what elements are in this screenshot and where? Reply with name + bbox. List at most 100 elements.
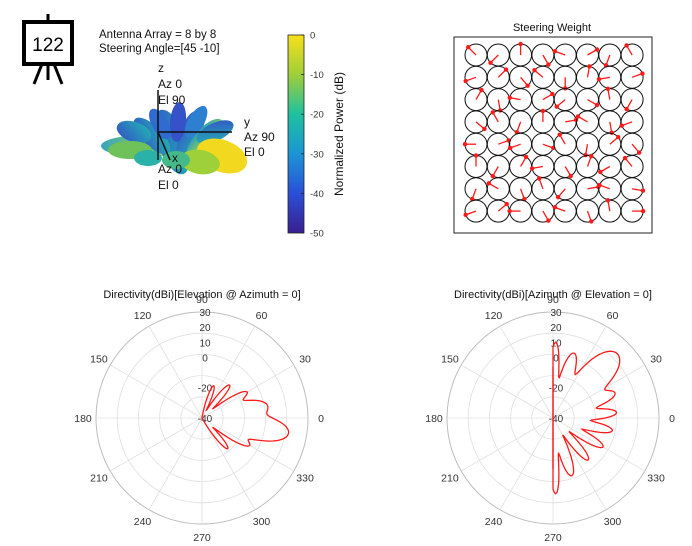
weight-phasor-tip <box>557 132 562 137</box>
polar-angle-label: 180 <box>425 413 443 425</box>
y-axis-label: y Az 90 El 0 <box>244 115 275 159</box>
polar-spoke <box>201 417 256 510</box>
weight-phasor-tip <box>532 68 537 73</box>
steering-weight-title: Steering Weight <box>513 22 591 34</box>
weight-phasor-tip <box>479 87 484 93</box>
radiation-lobes-3d <box>101 102 248 175</box>
polar-spoke <box>552 326 607 419</box>
weight-phasor-tip <box>594 102 600 108</box>
weight-phasor-tip <box>463 78 468 84</box>
weight-phasor-tip <box>482 126 487 132</box>
polar-spoke <box>461 364 554 419</box>
x-axis-line <box>157 131 171 161</box>
polar-radius-label: -20 <box>198 384 213 395</box>
weight-phasor-tip <box>523 154 529 160</box>
polar-angle-label: 30 <box>650 354 662 366</box>
polar-angle-label: 150 <box>90 354 108 366</box>
weight-phasor-tip <box>575 114 581 119</box>
weight-phasor-tip <box>507 208 512 214</box>
polar-pattern-curve <box>552 341 621 495</box>
colorbar-tick-label: -50 <box>310 229 324 240</box>
y-axis-el: El 0 <box>244 145 265 159</box>
polar-spoke <box>552 364 645 419</box>
polar-angle-label: 0 <box>669 413 675 425</box>
y-axis-az: Az 90 <box>244 130 275 144</box>
weight-phasor-tip <box>568 173 573 179</box>
weight-phasor-tip <box>616 134 621 140</box>
polar-pattern-curve <box>201 384 290 450</box>
weight-phasor-tip <box>488 60 493 65</box>
weight-phasor-tip <box>490 173 495 179</box>
polar-angle-label: 120 <box>134 310 152 322</box>
x-axis-el: El 0 <box>158 178 179 192</box>
steering-weight-panel: Steering Weight <box>453 22 653 234</box>
polar-spoke <box>148 326 203 419</box>
polar-radius-label: 10 <box>199 338 211 349</box>
weight-phasor-tip <box>504 201 509 207</box>
weight-phasor-tip <box>546 218 551 223</box>
weight-phasor-tip <box>555 195 561 200</box>
polar-angle-label: 60 <box>256 310 268 322</box>
weight-phasor-tip <box>624 106 629 112</box>
z-axis-el: El 90 <box>158 93 186 107</box>
y-axis-name: y <box>244 115 250 129</box>
polar-angle-label: 0 <box>318 413 324 425</box>
polar-angle-label: 120 <box>485 310 503 322</box>
polar-radius-label: -40 <box>549 414 564 425</box>
polar-radius-label: 0 <box>202 353 208 364</box>
polar-angle-label: 300 <box>604 516 622 528</box>
colorbar-tick-label: 0 <box>310 31 315 42</box>
polar-angle-label: 240 <box>134 516 152 528</box>
polar-elevation-panel: Directivity(dBi)[Elevation @ Azimuth = 0… <box>74 289 324 544</box>
weight-phasor-tip <box>640 71 645 76</box>
polar-spoke <box>201 326 256 419</box>
weight-phasor-tip <box>503 67 509 72</box>
weight-phasor-tip <box>589 219 594 224</box>
polar-spoke <box>499 417 554 510</box>
polar-azimuth-panel: Directivity(dBi)[Azimuth @ Elevation = 0… <box>425 289 675 544</box>
polar-angle-label: 300 <box>253 516 271 528</box>
polar-spoke <box>110 364 203 419</box>
weight-phasor-tip <box>546 62 551 67</box>
polar-angle-label: 330 <box>296 473 314 485</box>
polar-spoke <box>201 364 294 419</box>
weight-phasor-tip <box>552 205 558 210</box>
colorbar-tick-label: -40 <box>310 189 324 200</box>
polar-angle-label: 90 <box>196 294 208 306</box>
pattern-3d-panel: Antenna Array = 8 by 8 Steering Angle=[4… <box>99 29 346 240</box>
weight-phasor-tip <box>605 198 611 203</box>
polar-angle-label: 240 <box>485 516 503 528</box>
polar-spoke <box>552 417 645 472</box>
polar-spoke <box>110 417 203 472</box>
z-axis-label: z Az 0 El 90 <box>158 61 186 107</box>
polar-angle-label: 270 <box>193 532 211 544</box>
weight-phasor-tip <box>640 208 646 214</box>
polar-angle-label: 90 <box>547 294 559 306</box>
colorbar-tick-label: -10 <box>310 70 324 81</box>
polar-angle-label: 180 <box>74 413 92 425</box>
polar-radius-label: 30 <box>199 308 211 319</box>
weight-phasor-tip <box>587 64 592 69</box>
weight-phasor-tip <box>486 181 491 186</box>
badge-number: 122 <box>32 35 64 56</box>
x-axis-name: x <box>172 151 178 165</box>
polar-spoke <box>461 417 554 472</box>
weight-phasor-tip <box>507 95 512 100</box>
weight-phasor-tip <box>550 91 555 97</box>
weight-phasor-tip <box>596 77 602 82</box>
weight-phasor-tip <box>473 153 479 158</box>
weight-phasor-tip <box>518 41 523 47</box>
weight-phasor-tip <box>622 155 628 161</box>
weight-phasor-tip <box>536 176 542 181</box>
weight-phasor-tip <box>490 110 495 115</box>
polar-spoke <box>148 417 203 510</box>
polar-radius-label: 30 <box>550 308 562 319</box>
weight-phasor-tip <box>640 188 646 193</box>
polar-radius-label: 20 <box>550 323 562 334</box>
weight-phasor-tip <box>598 169 603 175</box>
polar-spoke <box>201 417 294 472</box>
weight-phasor-tip <box>594 47 600 52</box>
colorbar-tick-label: -30 <box>310 149 324 160</box>
weight-phasor-tip <box>466 45 471 50</box>
